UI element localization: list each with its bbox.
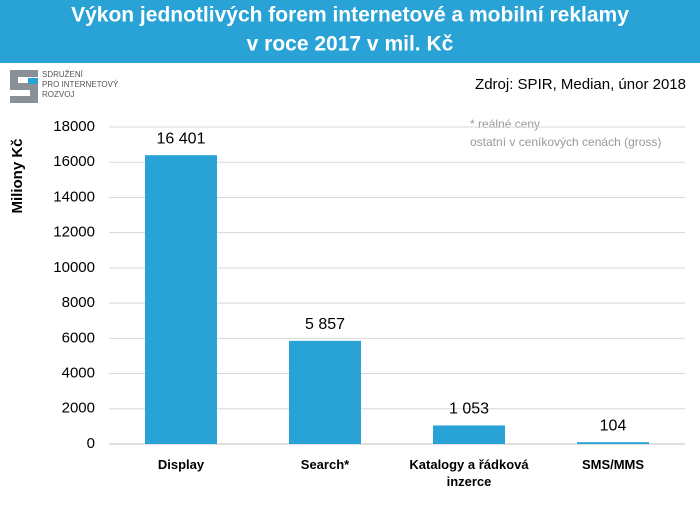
y-tick-label: 8000 — [62, 294, 95, 311]
bar — [289, 340, 361, 444]
logo: SDRUŽENÍ PRO INTERNETOVÝ ROZVOJ — [10, 70, 119, 103]
x-tick-label: Search* — [300, 457, 350, 472]
y-tick-label: 0 — [87, 435, 95, 452]
y-axis-label: Miliony Kč — [9, 138, 26, 213]
y-tick-label: 16000 — [53, 153, 95, 170]
y-tick-label: 12000 — [53, 224, 95, 241]
source: Zdroj: SPIR, Median, únor 2018 — [475, 76, 686, 93]
y-tick-label: 18000 — [53, 118, 95, 135]
bar — [433, 425, 505, 444]
note: * reálné ceny — [470, 117, 540, 131]
logo-text: PRO INTERNETOVÝ — [42, 80, 119, 89]
value-label: 16 401 — [157, 130, 206, 147]
y-tick-label: 10000 — [53, 259, 95, 276]
bar — [577, 442, 649, 444]
logo-text: ROZVOJ — [42, 90, 74, 99]
y-tick-label: 6000 — [62, 329, 95, 346]
chart-title: Výkon jednotlivých forem internetové a m… — [71, 4, 629, 27]
y-tick-label: 2000 — [62, 400, 95, 417]
y-tick-label: 4000 — [62, 365, 95, 382]
value-label: 5 857 — [305, 316, 345, 333]
logo-text: SDRUŽENÍ — [42, 70, 84, 79]
bar — [145, 155, 217, 445]
chart-subtitle: v roce 2017 v mil. Kč — [247, 33, 454, 56]
value-label: 1 053 — [449, 401, 489, 418]
y-tick-label: 14000 — [53, 188, 95, 205]
title-banner — [0, 0, 700, 63]
x-tick-label: Display — [157, 457, 205, 472]
note: ostatní v ceníkových cenách (gross) — [470, 135, 661, 149]
value-label: 104 — [600, 417, 627, 434]
x-tick-label: SMS/MMS — [581, 457, 645, 472]
x-tick-label: Katalogy a řádková inzerce — [409, 457, 529, 489]
